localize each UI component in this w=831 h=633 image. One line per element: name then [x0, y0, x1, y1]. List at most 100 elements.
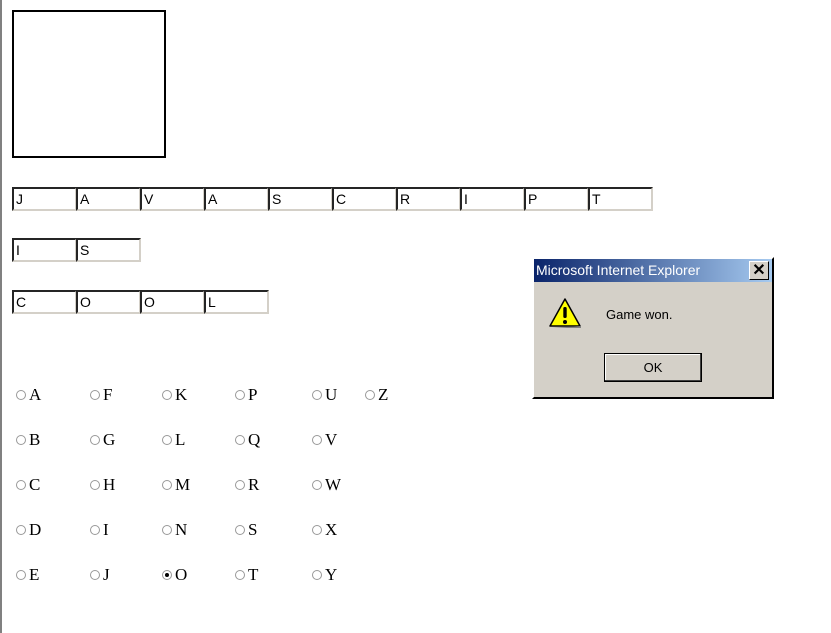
letter-box[interactable]: A	[76, 187, 141, 211]
letter-radio-c[interactable]: C	[16, 475, 40, 495]
radio-button[interactable]	[16, 480, 26, 490]
letter-radio-r[interactable]: R	[235, 475, 259, 495]
letter-box[interactable]: T	[588, 187, 653, 211]
letter-radio-x[interactable]: X	[312, 520, 337, 540]
radio-label: A	[29, 385, 42, 404]
letter-box[interactable]: S	[268, 187, 333, 211]
radio-label: N	[175, 520, 188, 539]
radio-button[interactable]	[312, 570, 322, 580]
letter-radio-m[interactable]: M	[162, 475, 190, 495]
letter-box[interactable]: O	[76, 290, 141, 314]
letter-box[interactable]: V	[140, 187, 205, 211]
dialog-message: Game won.	[606, 307, 673, 322]
letter-radio-b[interactable]: B	[16, 430, 40, 450]
letter-radio-d[interactable]: D	[16, 520, 41, 540]
letter-box[interactable]: C	[332, 187, 397, 211]
letter-radio-p[interactable]: P	[235, 385, 257, 405]
radio-label: K	[175, 385, 188, 404]
letter-radio-u[interactable]: U	[312, 385, 337, 405]
letter-radio-q[interactable]: Q	[235, 430, 260, 450]
radio-button[interactable]	[312, 525, 322, 535]
radio-label: J	[103, 565, 110, 584]
letter-radio-n[interactable]: N	[162, 520, 187, 540]
radio-button[interactable]	[90, 435, 100, 445]
letter-box[interactable]: P	[524, 187, 589, 211]
dialog-titlebar[interactable]: Microsoft Internet Explorer ✕	[534, 259, 772, 282]
radio-label: M	[175, 475, 191, 494]
radio-label: Z	[378, 385, 389, 404]
letter-radio-t[interactable]: T	[235, 565, 258, 585]
radio-button[interactable]	[162, 525, 172, 535]
radio-button[interactable]	[235, 525, 245, 535]
radio-button[interactable]	[162, 480, 172, 490]
radio-label: S	[248, 520, 258, 539]
radio-label: W	[325, 475, 342, 494]
letter-radio-k[interactable]: K	[162, 385, 187, 405]
letter-radio-f[interactable]: F	[90, 385, 112, 405]
letter-radio-w[interactable]: W	[312, 475, 341, 495]
radio-label: D	[29, 520, 42, 539]
letter-box[interactable]: L	[204, 290, 269, 314]
letter-radio-s[interactable]: S	[235, 520, 257, 540]
letter-radio-h[interactable]: H	[90, 475, 115, 495]
radio-button[interactable]	[162, 570, 172, 580]
letter-box[interactable]: S	[76, 238, 141, 262]
radio-button[interactable]	[235, 435, 245, 445]
radio-label: T	[248, 565, 259, 584]
radio-label: F	[103, 385, 113, 404]
letter-radio-v[interactable]: V	[312, 430, 337, 450]
radio-label: H	[103, 475, 116, 494]
radio-label: R	[248, 475, 260, 494]
radio-button[interactable]	[90, 390, 100, 400]
radio-label: V	[325, 430, 338, 449]
radio-label: G	[103, 430, 116, 449]
radio-button[interactable]	[312, 435, 322, 445]
letter-box[interactable]: C	[12, 290, 77, 314]
radio-button[interactable]	[16, 390, 26, 400]
letter-radio-a[interactable]: A	[16, 385, 41, 405]
radio-button[interactable]	[312, 390, 322, 400]
radio-label: P	[248, 385, 258, 404]
radio-button[interactable]	[365, 390, 375, 400]
radio-button[interactable]	[16, 570, 26, 580]
radio-label: X	[325, 520, 338, 539]
dialog-title: Microsoft Internet Explorer	[536, 262, 701, 278]
radio-label: I	[103, 520, 109, 539]
radio-button[interactable]	[235, 480, 245, 490]
radio-label: E	[29, 565, 40, 584]
radio-button[interactable]	[16, 525, 26, 535]
radio-button[interactable]	[90, 570, 100, 580]
radio-button[interactable]	[162, 390, 172, 400]
radio-button[interactable]	[162, 435, 172, 445]
letter-radio-j[interactable]: J	[90, 565, 110, 585]
radio-button[interactable]	[16, 435, 26, 445]
warning-icon	[548, 297, 582, 334]
letter-radio-y[interactable]: Y	[312, 565, 337, 585]
radio-label: B	[29, 430, 41, 449]
radio-button[interactable]	[235, 390, 245, 400]
radio-label: O	[175, 565, 188, 584]
letter-box[interactable]: I	[12, 238, 77, 262]
letter-radio-i[interactable]: I	[90, 520, 109, 540]
radio-label: L	[175, 430, 186, 449]
radio-button[interactable]	[90, 525, 100, 535]
radio-button[interactable]	[235, 570, 245, 580]
ok-button[interactable]: OK	[604, 353, 702, 382]
letter-radio-z[interactable]: Z	[365, 385, 388, 405]
letter-radio-g[interactable]: G	[90, 430, 115, 450]
hangman-drawing-area	[12, 10, 166, 158]
radio-label: Y	[325, 565, 338, 584]
radio-button[interactable]	[90, 480, 100, 490]
letter-box[interactable]: J	[12, 187, 77, 211]
letter-box[interactable]: A	[204, 187, 269, 211]
letter-radio-e[interactable]: E	[16, 565, 39, 585]
radio-button[interactable]	[312, 480, 322, 490]
letter-box[interactable]: O	[140, 290, 205, 314]
letter-radio-l[interactable]: L	[162, 430, 185, 450]
alert-dialog: Microsoft Internet Explorer ✕ Game won. …	[532, 257, 774, 399]
close-button[interactable]: ✕	[749, 261, 769, 280]
letter-radio-o[interactable]: O	[162, 565, 187, 585]
radio-label: Q	[248, 430, 261, 449]
letter-box[interactable]: R	[396, 187, 461, 211]
letter-box[interactable]: I	[460, 187, 525, 211]
